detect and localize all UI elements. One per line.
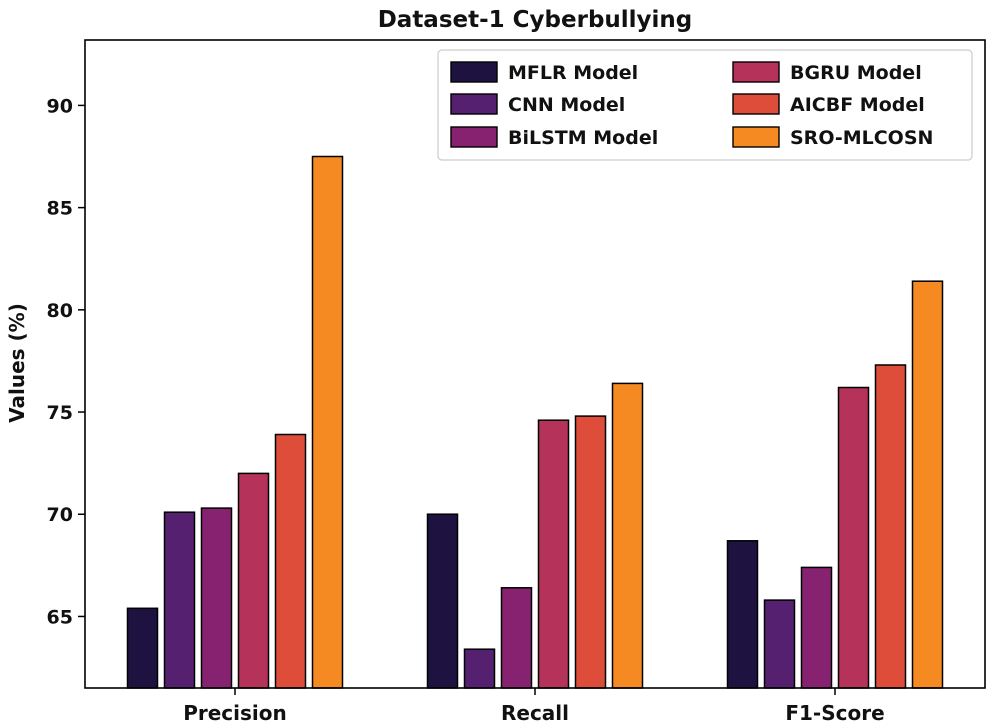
legend-label-cnn-model: CNN Model [508, 94, 625, 116]
legend-swatch-mflr-model [450, 61, 498, 83]
y-tick-label-85: 85 [47, 198, 73, 220]
bar-bilstm-model-f1-score [800, 566, 833, 689]
y-tick-label-75: 75 [47, 402, 73, 424]
legend-swatch-aicbf-model [732, 93, 780, 115]
chart-title: Dataset-1 Cyberbullying [378, 7, 693, 33]
legend-swatch-cnn-model [450, 93, 498, 115]
bar-mflr-model-f1-score [726, 540, 759, 689]
x-axis-ticks: Precision Recall F1-Score [183, 688, 885, 725]
bar-sro-mlcosn-precision [311, 155, 344, 689]
bar-mflr-model-recall [426, 513, 459, 689]
bar-aicbf-model-precision [274, 433, 307, 689]
legend: MFLR Model CNN Model BiLSTM Model BGRU Mode… [437, 49, 973, 161]
x-tick-label-f1-score: F1-Score [785, 701, 884, 725]
legend-swatch-sro-mlcosn [732, 126, 780, 148]
bar-sro-mlcosn-recall [611, 382, 644, 689]
y-tick-label-90: 90 [47, 95, 73, 117]
legend-box [437, 49, 973, 161]
bar-mflr-model-precision [126, 607, 159, 689]
bar-sro-mlcosn-f1-score [911, 280, 944, 689]
bar-cnn-model-recall [463, 648, 496, 689]
legend-label-sro-mlcosn: SRO-MLCOSN [790, 127, 933, 149]
bar-bgru-model-precision [237, 472, 270, 689]
bar-aicbf-model-f1-score [874, 364, 907, 689]
legend-swatch-bgru-model [732, 61, 780, 83]
y-tick-label-70: 70 [47, 504, 73, 526]
bar-cnn-model-precision [163, 511, 196, 689]
bar-aicbf-model-recall [574, 415, 607, 689]
y-tick-label-65: 65 [47, 606, 73, 628]
legend-label-mflr-model: MFLR Model [508, 62, 638, 84]
y-axis-ticks: 65 70 75 80 85 90 [47, 95, 85, 628]
y-axis-label: Values (%) [5, 303, 29, 423]
bar-bilstm-model-precision [200, 507, 233, 689]
legend-label-aicbf-model: AICBF Model [790, 94, 925, 116]
legend-swatch-bilstm-model [450, 126, 498, 148]
bars-group [126, 155, 944, 689]
bar-bilstm-model-recall [500, 587, 533, 689]
legend-label-bilstm-model: BiLSTM Model [508, 127, 658, 149]
x-tick-label-recall: Recall [501, 701, 569, 725]
y-tick-label-80: 80 [47, 300, 73, 322]
bar-cnn-model-f1-score [763, 599, 796, 689]
bar-bgru-model-f1-score [837, 386, 870, 689]
x-tick-label-precision: Precision [183, 701, 287, 725]
legend-label-bgru-model: BGRU Model [790, 62, 922, 84]
bar-bgru-model-recall [537, 419, 570, 689]
